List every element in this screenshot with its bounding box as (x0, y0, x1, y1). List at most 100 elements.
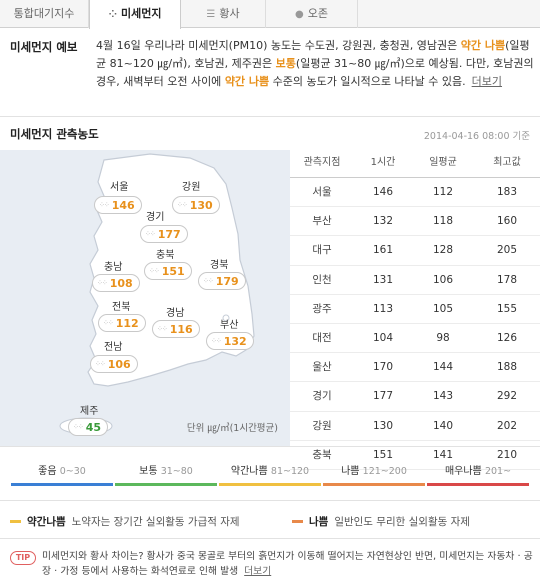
observation-timestamp: 2014-04-16 08:00 기준 (423, 131, 530, 142)
scale-bar (11, 483, 113, 486)
forecast-highlight-normal: 보통 (275, 57, 296, 70)
dust-icon: ⁘ (108, 9, 117, 20)
scale-label: 약간나쁨 81~120 (218, 462, 322, 477)
table-cell: 143 (432, 390, 454, 403)
region-value: 45 (85, 420, 102, 434)
pollution-level-scale: 좋음 0~30 보통 31~80 약간나쁨 81~120 나쁨 121~200 … (10, 462, 530, 486)
scale-slightly-bad: 약간나쁨 81~120 (218, 462, 322, 486)
table-row: 부산 132 118 160 (290, 207, 540, 237)
table-cell: 울산 (312, 361, 332, 374)
table-cell: 128 (432, 244, 454, 257)
table-cell: 부산 (312, 215, 332, 228)
table-row: 강원 130 140 202 (290, 412, 540, 441)
table-row: 인천 131 106 178 (290, 266, 540, 295)
region-label-gyeonggi: 경기 (146, 212, 165, 223)
forecast-text-part: 수준의 농도가 일시적으로 나타날 수 있음. (269, 75, 466, 88)
region-value: 130 (189, 198, 213, 212)
region-pill-chungnam[interactable]: ⁘⁘ 108 (92, 274, 140, 292)
forecast-more-link[interactable]: 더보기 (471, 75, 503, 88)
table-cell: 151 (372, 448, 394, 461)
divider (0, 538, 540, 539)
scale-bar (323, 483, 425, 486)
region-pill-jeonbuk[interactable]: ⁘⁘ 112 (98, 314, 146, 332)
region-value: 177 (157, 227, 181, 241)
map-unit-label: 단위 ㎍/㎥(1시간평균) (186, 423, 278, 434)
dust-icon: ⁘⁘ (73, 423, 84, 431)
scale-label: 좋음 0~30 (10, 462, 114, 477)
region-value: 146 (111, 198, 135, 212)
table-row: 충북 151 141 210 (290, 441, 540, 470)
forecast-text-part: 4월 16일 우리나라 미세먼지(PM10) 농도는 수도권, 강원권, 충청권… (96, 39, 461, 52)
region-pill-gangwon[interactable]: ⁘⁘ 130 (172, 196, 220, 214)
table-cell: 160 (496, 215, 518, 228)
divider (0, 116, 540, 117)
observation-title: 미세먼지 관측농도 (10, 127, 99, 141)
region-pill-seoul[interactable]: ⁘⁘ 146 (94, 196, 142, 214)
region-pill-gyeongnam[interactable]: ⁘⁘ 116 (152, 320, 200, 338)
table-row: 광주 113 105 155 (290, 295, 540, 324)
scale-very-bad: 매우나쁨 201~ (426, 462, 530, 486)
tab-ozone[interactable]: ● 오존 (266, 0, 358, 28)
scale-label: 나쁨 121~200 (322, 462, 426, 477)
tab-integrated-air-index[interactable]: 통합대기지수 (0, 0, 89, 28)
dust-icon: ⁘⁘ (103, 319, 114, 327)
table-row: 서울 146 112 183 (290, 178, 540, 208)
scale-range: 201~ (484, 466, 512, 477)
tip-text: 미세먼지와 황사 차이는? 황사가 중국 몽골로 부터의 흙먼지가 이동해 떨어… (42, 549, 534, 579)
table-cell: 161 (372, 244, 394, 257)
region-value: 132 (223, 334, 247, 348)
table-cell: 132 (372, 215, 394, 228)
scale-level-name: 좋음 (38, 466, 57, 477)
table-row: 대전 104 98 126 (290, 324, 540, 354)
region-label-gyeongnam: 경남 (166, 308, 185, 319)
scale-range: 81~120 (270, 466, 310, 477)
table-cell: 292 (496, 390, 518, 403)
advisory-swatch (292, 520, 303, 523)
forecast-label: 미세먼지 예보 (10, 40, 78, 54)
table-cell: 130 (372, 419, 394, 432)
dust-icon: ⁘⁘ (211, 337, 222, 345)
table-cell: 서울 (312, 186, 332, 198)
tip-more-link[interactable]: 더보기 (244, 566, 272, 577)
region-label-chungbuk: 충북 (156, 250, 175, 261)
region-pill-chungbuk[interactable]: ⁘⁘ 151 (144, 262, 192, 280)
yellow-dust-icon: ☰ (206, 9, 216, 20)
table-cell: 178 (496, 273, 518, 286)
tab-yellow-dust[interactable]: ☰ 황사 (181, 0, 266, 28)
region-pill-jeju[interactable]: ⁘⁘ 45 (68, 418, 109, 436)
observation-table: 관측지점 1시간 일평균 최고값 서울 146 112 183 부산 132 118 160… (290, 150, 540, 470)
region-label-seoul: 서울 (110, 182, 129, 193)
dust-icon: ⁘⁘ (95, 360, 106, 368)
table-cell: 118 (432, 215, 454, 228)
scale-range: 31~80 (160, 466, 193, 477)
forecast-highlight-slightly-bad: 약간 나쁨 (224, 75, 270, 88)
scale-bar (219, 483, 321, 486)
region-label-gangwon: 강원 (182, 182, 201, 193)
dust-icon: ⁘⁘ (177, 201, 188, 209)
region-value: 106 (107, 357, 131, 371)
table-cell: 경기 (312, 390, 332, 403)
table-cell: 177 (372, 390, 394, 403)
region-value: 112 (115, 316, 139, 330)
region-value: 179 (215, 274, 239, 288)
dust-icon: ⁘⁘ (99, 201, 110, 209)
region-pill-gyeonggi[interactable]: ⁘⁘ 177 (140, 225, 188, 243)
advisory-level: 약간나쁨 (27, 516, 66, 528)
region-pill-busan[interactable]: ⁘⁘ 132 (206, 332, 254, 350)
table-cell: 충북 (312, 448, 332, 461)
scale-label: 매우나쁨 201~ (426, 462, 530, 477)
tab-bar-filler (358, 0, 540, 28)
region-pill-jeonnam[interactable]: ⁘⁘ 106 (90, 355, 138, 373)
scale-level-name: 매우나쁨 (444, 466, 482, 477)
divider (0, 446, 540, 447)
table-cell: 104 (372, 331, 394, 344)
tab-fine-dust[interactable]: ⁘ 미세먼지 (89, 0, 181, 29)
table-cell: 188 (496, 361, 518, 374)
table-row: 울산 170 144 188 (290, 353, 540, 383)
table-header: 관측지점 1시간 일평균 최고값 (290, 150, 540, 178)
table-cell: 112 (432, 186, 454, 198)
scale-level-name: 보통 (139, 466, 158, 477)
tip-body: 미세먼지와 황사 차이는? 황사가 중국 몽골로 부터의 흙먼지가 이동해 떨어… (42, 551, 533, 577)
advisory-slightly-bad: 약간나쁨 노약자는 장기간 실외활동 가급적 자제 (10, 514, 240, 529)
region-pill-gyeongbuk[interactable]: ⁘⁘ 179 (198, 272, 246, 290)
